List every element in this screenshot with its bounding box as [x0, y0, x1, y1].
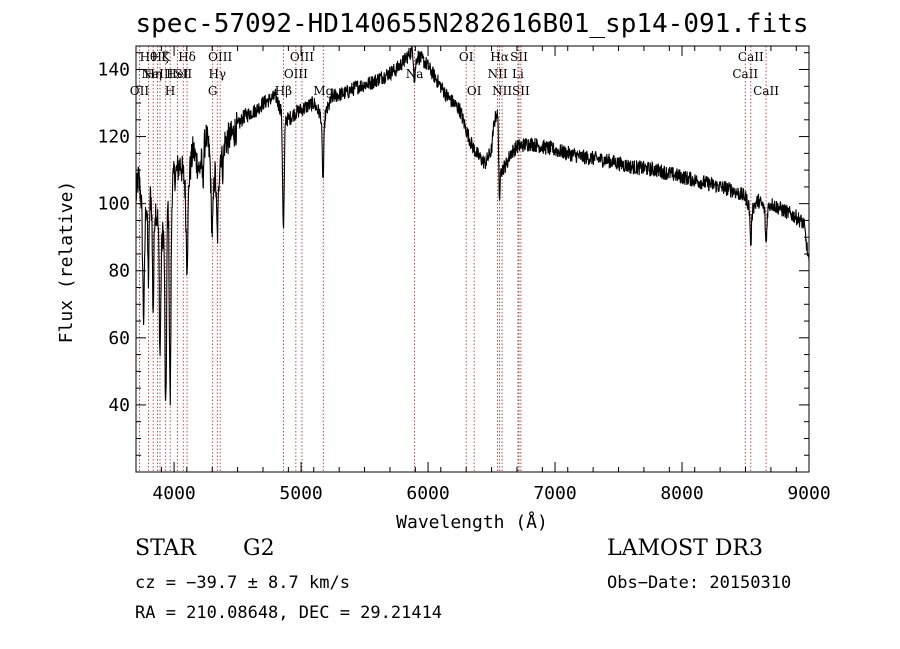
- x-axis-label: Wavelength (Å): [396, 511, 548, 533]
- spectral-line-label: CaII: [738, 50, 764, 64]
- spectral-line-label: OIII: [290, 50, 314, 64]
- redshift-velocity: cz = −39.7 ± 8.7 km/s: [135, 573, 350, 593]
- y-tick-label: 100: [97, 194, 130, 215]
- spectral-line-label: Na: [406, 67, 424, 81]
- spectral-line-label: Li: [512, 67, 524, 81]
- x-tick-label: 9000: [787, 483, 830, 504]
- spectrum-line: [135, 45, 810, 406]
- spectral-line-label: OIII: [284, 67, 308, 81]
- x-tick-label: 8000: [660, 483, 703, 504]
- y-tick-label: 120: [97, 127, 130, 148]
- spectral-line-label: K: [161, 50, 171, 64]
- x-tick-label: 5000: [279, 483, 322, 504]
- spectral-line-label: SII: [512, 84, 530, 98]
- spectral-line-label: H: [165, 84, 175, 98]
- spectral-line-label: OIII: [208, 50, 232, 64]
- spectral-line-label: SII: [174, 67, 192, 81]
- survey-name: LAMOST DR3: [607, 536, 763, 561]
- spectral-line-label: Hβ: [275, 84, 292, 98]
- spectral-line-label: Mg: [313, 84, 333, 98]
- x-tick-label: 7000: [533, 483, 576, 504]
- spectral-line-label: CaII: [732, 67, 758, 81]
- x-tick-label: 6000: [406, 483, 449, 504]
- y-axis-label: Flux (relative): [56, 181, 77, 344]
- spectral-line-label: Hδ: [178, 50, 196, 64]
- y-tick-label: 60: [108, 328, 130, 349]
- coordinates: RA = 210.08648, DEC = 29.21414: [135, 603, 443, 623]
- spectral-line-label: OII: [130, 84, 150, 98]
- spectral-line-label: NII: [492, 84, 512, 98]
- x-tick-label: 4000: [152, 483, 195, 504]
- spectral-line-markers: OIIHθHηNeIIIHζKHHeISIIHδGHγOIIIHβOIIIOII…: [130, 46, 779, 472]
- plot-frame: [135, 45, 810, 473]
- object-class: STAR: [135, 536, 196, 561]
- spectral-line-label: G: [208, 84, 218, 98]
- object-subclass: G2: [243, 536, 275, 561]
- spectral-line-label: OI: [467, 84, 482, 98]
- spectral-line-label: SII: [510, 50, 528, 64]
- observation-date: Obs−Date: 20150310: [607, 573, 792, 593]
- y-tick-label: 40: [108, 395, 130, 416]
- spectral-line-label: NII: [488, 67, 508, 81]
- spectral-line-label: OI: [459, 50, 474, 64]
- spectral-line-label: Hγ: [208, 67, 226, 81]
- y-tick-label: 80: [108, 261, 130, 282]
- spectral-line-label: Hα: [490, 50, 509, 64]
- axis-ticks: 4000 5000 6000 7000 8000 9000 40 60 80 100 120 140: [97, 46, 831, 504]
- spectral-line-label: Hζ: [152, 50, 169, 64]
- chart-title: spec-57092-HD140655N282616B01_sp14-091.f…: [135, 9, 808, 39]
- spectral-line-label: CaII: [753, 84, 779, 98]
- y-tick-label: 140: [97, 59, 130, 80]
